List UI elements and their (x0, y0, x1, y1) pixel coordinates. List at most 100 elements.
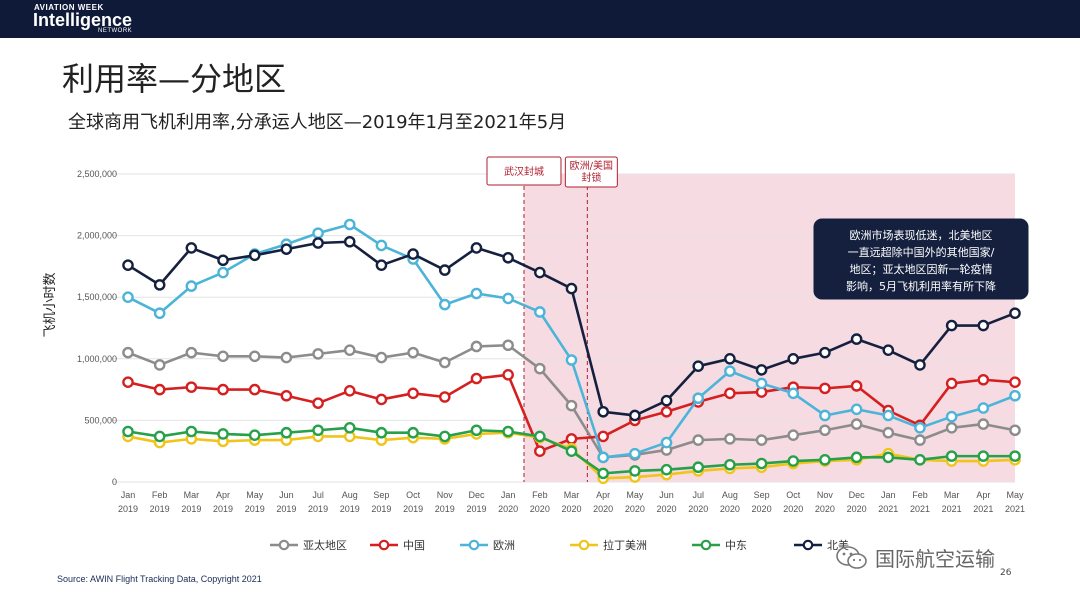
data-point (755, 434, 768, 446)
x-tick-label: Nov (437, 490, 454, 500)
data-point (629, 465, 641, 477)
data-point (375, 239, 388, 252)
legend-label: 欧洲 (493, 539, 515, 552)
data-point (660, 463, 673, 476)
x-tick-label: Apr (976, 490, 990, 500)
x-tick-label: 2019 (118, 504, 138, 514)
data-point (914, 434, 926, 446)
source-note: Source: AWIN Flight Tracking Data, Copyr… (57, 574, 262, 584)
x-tick-label: 2019 (245, 504, 265, 514)
x-tick-label: Aug (722, 490, 738, 500)
data-point (343, 235, 356, 248)
x-tick-label: 2020 (752, 504, 772, 514)
data-point (343, 421, 356, 434)
data-point (280, 351, 293, 364)
x-tick-label: 2019 (308, 504, 328, 514)
event-marker-label: 欧洲/美国 (570, 159, 613, 172)
x-tick-label: Jun (279, 490, 294, 500)
data-point (343, 344, 356, 356)
legend-marker (468, 539, 480, 551)
data-point (280, 389, 293, 402)
data-point (819, 409, 831, 422)
x-tick-label: 2021 (1005, 504, 1025, 514)
data-point (692, 434, 705, 446)
data-point (122, 425, 134, 438)
brand-network-text: NETWORK (98, 28, 133, 34)
event-marker-label: 封锁 (581, 171, 601, 184)
data-point (565, 354, 578, 366)
data-point (470, 340, 483, 353)
y-tick-label: 1,500,000 (77, 292, 117, 302)
data-point (122, 291, 134, 304)
x-tick-label: Feb (152, 490, 168, 500)
event-marker-box (564, 156, 618, 188)
data-point (470, 424, 483, 437)
annotation-text: 影响，5月飞机利用率有所下降 (846, 279, 996, 293)
data-point (1009, 307, 1021, 320)
legend-marker (700, 539, 712, 551)
x-tick-label: Nov (817, 490, 834, 500)
data-point (217, 383, 229, 396)
data-point (248, 249, 261, 262)
data-point (819, 346, 831, 359)
data-point (534, 306, 546, 318)
watermark-text: 国际航空运输 (875, 547, 995, 571)
data-point (407, 387, 419, 400)
data-point (217, 350, 229, 363)
x-tick-label: May (1006, 490, 1024, 500)
data-point (945, 410, 958, 423)
wechat-icon (836, 545, 867, 569)
data-point (1009, 389, 1021, 402)
x-tick-label: Dec (468, 490, 485, 500)
data-point (787, 429, 800, 441)
data-point (470, 287, 483, 300)
data-point (312, 348, 324, 360)
x-tick-label: Dec (849, 490, 866, 500)
top-banner: AVIATION WEEK Intelligence NETWORK (0, 0, 1080, 38)
data-point (597, 467, 609, 480)
data-point (122, 376, 134, 389)
data-point (565, 282, 578, 295)
data-point (122, 346, 134, 359)
y-tick-label: 2,000,000 (77, 231, 117, 241)
data-point (945, 377, 958, 390)
slide-subtitle: 全球商用飞机利用率,分承运人地区—2019年1月至2021年5月 (68, 112, 567, 133)
data-point (280, 243, 293, 255)
x-tick-label: 2019 (435, 504, 455, 514)
data-point (280, 426, 293, 439)
annotation-box (813, 218, 1029, 300)
data-point (217, 266, 229, 279)
x-tick-label: 2020 (625, 504, 645, 514)
data-point (565, 433, 578, 445)
data-point (977, 373, 990, 386)
page-number: 26 (1000, 568, 1012, 578)
data-point (438, 298, 451, 311)
data-point (724, 387, 736, 400)
x-tick-label: Jul (692, 490, 704, 500)
data-point (1009, 376, 1021, 389)
y-tick-label: 500,000 (84, 415, 117, 425)
x-tick-label: 2019 (150, 504, 170, 514)
data-point (438, 391, 451, 403)
x-tick-label: Jan (121, 490, 136, 500)
data-point (470, 372, 483, 385)
data-point (882, 344, 895, 356)
legend-label: 亚太地区 (303, 539, 347, 552)
data-point (755, 457, 768, 470)
data-point (185, 346, 198, 359)
data-point (153, 430, 166, 443)
brand-logo: Intelligence (33, 10, 133, 30)
x-tick-label: May (626, 490, 644, 500)
data-point (502, 425, 514, 438)
x-tick-label: Apr (596, 490, 610, 500)
x-tick-label: May (246, 490, 264, 500)
x-tick-label: Jan (501, 490, 516, 500)
slide-title: 利用率—分地区 (62, 60, 287, 98)
data-point (977, 319, 990, 332)
x-tick-label: 2020 (720, 504, 740, 514)
event-marker-label: 武汉封城 (504, 165, 544, 178)
data-point (914, 454, 926, 466)
data-point (597, 451, 609, 464)
data-point (153, 279, 166, 291)
